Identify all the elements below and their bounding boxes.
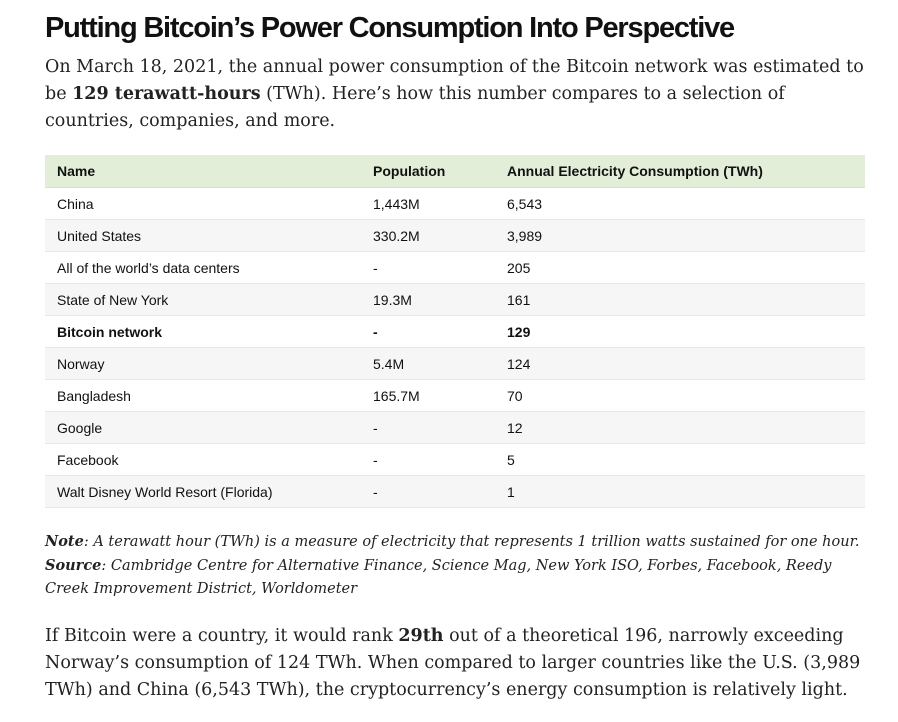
cell-name: Norway (45, 347, 361, 380)
intro-text-start: On March 18, 2021, the annual power cons… (45, 57, 864, 104)
intro-highlight: 129 terawatt-hours (72, 84, 261, 104)
table-header-row: Name Population Annual Electricity Consu… (45, 155, 865, 188)
cell-population: 330.2M (361, 219, 495, 252)
table-row: State of New York 19.3M 161 (45, 283, 865, 316)
header-population: Population (361, 155, 495, 188)
cell-population: 1,443M (361, 187, 495, 220)
cell-population: 19.3M (361, 283, 495, 316)
cell-consumption: 5 (495, 443, 865, 476)
cell-population: - (361, 251, 495, 284)
cell-name: Bitcoin network (45, 315, 361, 348)
cell-name: All of the world’s data centers (45, 251, 361, 284)
source-label: Source (45, 557, 102, 574)
table-row: United States 330.2M 3,989 (45, 219, 865, 252)
table-row: China 1,443M 6,543 (45, 187, 865, 220)
table-row: Facebook - 5 (45, 443, 865, 476)
cell-consumption: 1 (495, 475, 865, 508)
cell-name: Bangladesh (45, 379, 361, 412)
cell-name: Facebook (45, 443, 361, 476)
cell-population: - (361, 315, 495, 348)
table-row: Bangladesh 165.7M 70 (45, 379, 865, 412)
table-notes: Note: A terawatt hour (TWh) is a measure… (45, 530, 865, 601)
table-row: Google - 12 (45, 411, 865, 444)
cell-population: 165.7M (361, 379, 495, 412)
source-text: : Cambridge Centre for Alternative Finan… (45, 558, 832, 597)
header-consumption: Annual Electricity Consumption (TWh) (495, 155, 865, 188)
cell-consumption: 205 (495, 251, 865, 284)
cell-name: Google (45, 411, 361, 444)
page-title: Putting Bitcoin’s Power Consumption Into… (45, 12, 735, 44)
source-line: Source: Cambridge Centre for Alternative… (45, 554, 865, 601)
cell-population: - (361, 411, 495, 444)
note-line: Note: A terawatt hour (TWh) is a measure… (45, 530, 865, 554)
note-text: : A terawatt hour (TWh) is a measure of … (83, 534, 860, 550)
cell-consumption: 129 (495, 315, 865, 348)
conclusion-text-start: If Bitcoin were a country, it would rank (45, 626, 399, 646)
cell-consumption: 6,543 (495, 187, 865, 220)
cell-consumption: 3,989 (495, 219, 865, 252)
conclusion-paragraph: If Bitcoin were a country, it would rank… (45, 623, 865, 704)
table-row-bitcoin: Bitcoin network - 129 (45, 315, 865, 348)
intro-text-end: (TWh). Here’s how this number compares t… (45, 84, 785, 131)
cell-name: Walt Disney World Resort (Florida) (45, 475, 361, 508)
cell-population: 5.4M (361, 347, 495, 380)
cell-name: State of New York (45, 283, 361, 316)
cell-consumption: 161 (495, 283, 865, 316)
table-row: All of the world’s data centers - 205 (45, 251, 865, 284)
cell-consumption: 124 (495, 347, 865, 380)
article: Putting Bitcoin’s Power Consumption Into… (45, 0, 865, 722)
intro-paragraph: On March 18, 2021, the annual power cons… (45, 54, 865, 135)
header-name: Name (45, 155, 361, 188)
cell-population: - (361, 443, 495, 476)
cell-consumption: 12 (495, 411, 865, 444)
cell-consumption: 70 (495, 379, 865, 412)
cell-name: United States (45, 219, 361, 252)
conclusion-text-end: out of a theoretical 196, narrowly excee… (45, 626, 861, 700)
note-label: Note (45, 533, 84, 550)
cell-population: - (361, 475, 495, 508)
table-row: Walt Disney World Resort (Florida) - 1 (45, 475, 865, 508)
conclusion-highlight: 29th (398, 626, 444, 646)
table-row: Norway 5.4M 124 (45, 347, 865, 380)
comparison-table: Name Population Annual Electricity Consu… (45, 155, 865, 508)
cell-name: China (45, 187, 361, 220)
